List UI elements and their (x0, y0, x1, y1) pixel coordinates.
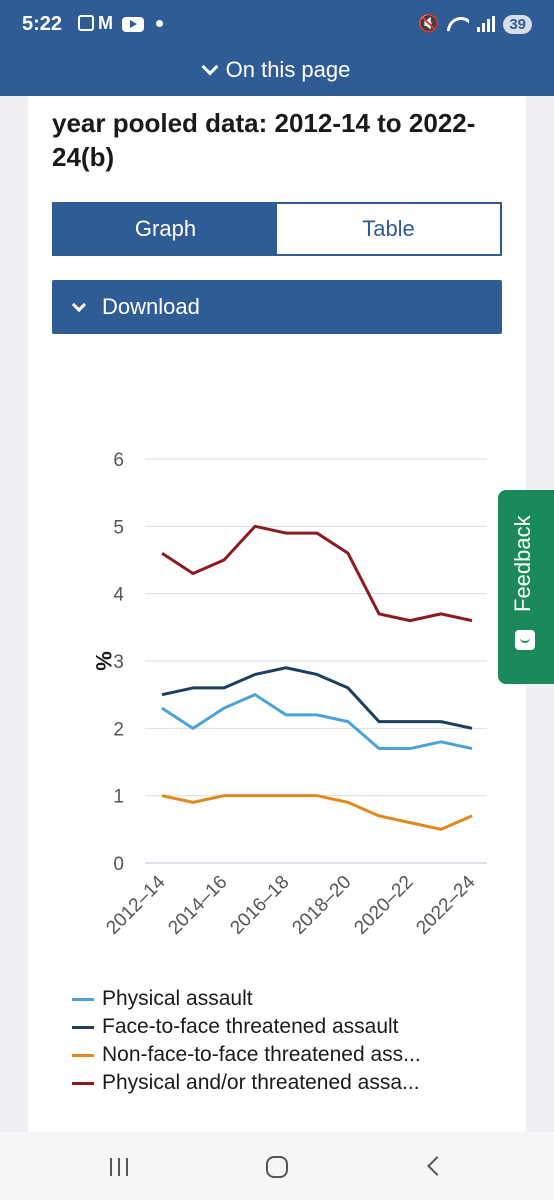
gmail-icon: M (98, 13, 113, 33)
feedback-smile-icon (515, 630, 535, 650)
chevron-down-icon (71, 297, 87, 312)
series-line (161, 524, 473, 623)
status-bar: 5:22 M 🔇 39 (0, 0, 554, 52)
on-this-page-label: On this page (225, 57, 351, 82)
content-card: year pooled data: 2012-14 to 2022-24(b) … (28, 80, 526, 1132)
legend-swatch (72, 997, 94, 1001)
notification-icons: M (78, 14, 163, 32)
y-axis-label: % (91, 651, 116, 671)
legend-item[interactable]: Physical assault (72, 985, 421, 1013)
top-bar: 5:22 M 🔇 39 On this page (0, 0, 554, 96)
line-chart: 0 1 2 3 4 5 6% 2012–142014–162016–182018–202020… (91, 450, 487, 939)
system-icons: 🔇 39 (418, 14, 532, 34)
x-tick-label: 2016–18 (226, 872, 293, 939)
tab-table[interactable]: Table (277, 204, 500, 254)
back-button[interactable] (427, 1156, 447, 1176)
chart-title: year pooled data: 2012-14 to 2022-24(b) (52, 108, 476, 172)
legend-label: Physical assault (102, 987, 253, 1010)
status-time: 5:22 (22, 13, 63, 35)
series-line (161, 693, 473, 751)
recent-apps-button[interactable] (110, 1158, 128, 1176)
legend-label: Non-face-to-face threatened ass... (102, 1043, 421, 1066)
more-notifications-dot-icon (156, 19, 163, 27)
chart-legend: Physical assault Face-to-face threatened … (72, 985, 421, 1097)
screenshot-icon (78, 15, 94, 31)
chevron-down-icon (201, 58, 219, 76)
download-label: Download (102, 294, 200, 319)
feedback-button[interactable]: Feedback (498, 490, 554, 684)
legend-item[interactable]: Face-to-face threatened assault (72, 1013, 421, 1041)
mute-icon: 🔇 (418, 14, 440, 33)
legend-item[interactable]: Non-face-to-face threatened ass... (72, 1041, 421, 1069)
android-nav-bar (0, 1132, 554, 1200)
series-line (161, 794, 473, 831)
home-button[interactable] (266, 1156, 288, 1178)
series-line (161, 666, 473, 730)
battery-icon: 39 (503, 14, 532, 34)
x-tick-label: 2018–20 (288, 872, 355, 939)
wifi-icon (447, 15, 469, 33)
x-tick-label: 2012–14 (102, 871, 169, 938)
y-tick-label: 3 (113, 652, 124, 673)
on-this-page-toggle[interactable]: On this page (0, 54, 554, 86)
y-tick-label: 5 (113, 517, 124, 538)
x-tick-label: 2020–22 (350, 872, 417, 939)
signal-icon (477, 16, 496, 32)
y-tick-label: 1 (113, 787, 124, 808)
view-tabs: Graph Table (52, 202, 502, 256)
feedback-label: Feedback (510, 515, 535, 612)
legend-label: Face-to-face threatened assault (102, 1015, 399, 1038)
legend-label: Physical and/or threatened assa... (102, 1071, 420, 1094)
tab-graph[interactable]: Graph (54, 204, 277, 254)
y-tick-label: 6 (113, 450, 124, 471)
legend-item[interactable]: Physical and/or threatened assa... (72, 1069, 421, 1097)
x-tick-label: 2022–24 (412, 871, 479, 938)
y-tick-label: 0 (113, 854, 124, 875)
download-button[interactable]: Download (52, 280, 502, 334)
legend-swatch (72, 1081, 94, 1085)
legend-swatch (72, 1053, 94, 1057)
youtube-icon (122, 16, 144, 32)
x-tick-label: 2014–16 (164, 872, 231, 939)
legend-swatch (72, 1025, 94, 1029)
y-tick-label: 2 (113, 719, 124, 740)
y-tick-label: 4 (113, 585, 124, 606)
